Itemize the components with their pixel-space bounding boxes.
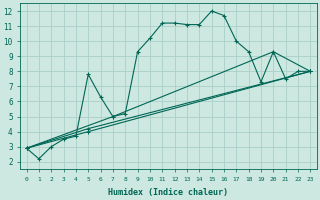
- X-axis label: Humidex (Indice chaleur): Humidex (Indice chaleur): [108, 188, 228, 197]
